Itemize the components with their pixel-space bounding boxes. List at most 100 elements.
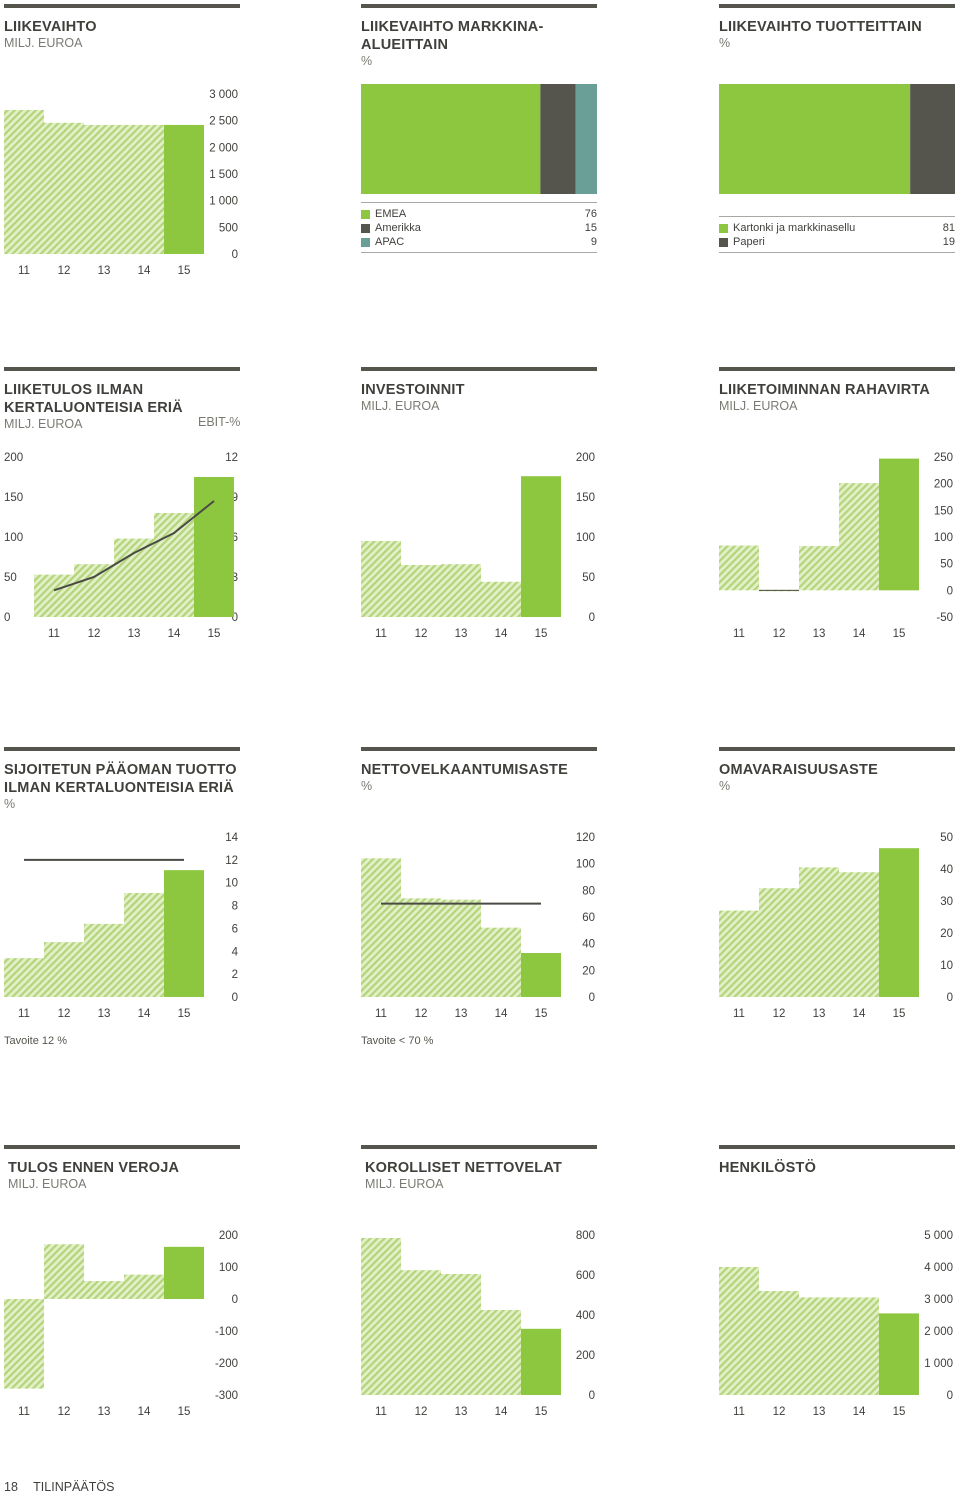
- top-rule: [361, 367, 597, 371]
- chart-title-line: LIIKETOIMINNAN RAHAVIRTA: [719, 382, 931, 398]
- chart-title-line: ILMAN KERTALUONTEISIA ERIÄ: [4, 780, 234, 796]
- chart-markkina-stack: [361, 84, 597, 194]
- x-tick-label: 11: [733, 628, 745, 640]
- x-tick-label: 14: [853, 628, 866, 640]
- x-tick-label: 13: [128, 628, 141, 640]
- chart-unit: %: [719, 779, 731, 793]
- bar: [361, 541, 401, 617]
- y-tick-label: -300: [215, 1390, 238, 1402]
- x-tick-label: 11: [733, 1406, 745, 1418]
- chart-title: NETTOVELKAANTUMISASTE: [361, 761, 601, 779]
- bar: [34, 574, 74, 617]
- x-tick-label: 15: [535, 628, 548, 640]
- stack-segment: [361, 84, 541, 194]
- y-tick-label: 1 000: [209, 196, 238, 208]
- bar: [441, 899, 481, 997]
- y-tick-label: 1 000: [924, 1358, 953, 1370]
- top-rule: [4, 747, 240, 751]
- bar: [441, 564, 481, 617]
- y-tick-label: -50: [936, 612, 953, 624]
- top-rule: [4, 4, 240, 8]
- x-tick-label: 13: [455, 1008, 468, 1020]
- x-tick-label: 15: [178, 1008, 191, 1020]
- legend-rule: [719, 252, 955, 253]
- y-tick-label-right: 12: [225, 452, 238, 464]
- x-tick-label: 15: [535, 1406, 548, 1418]
- chart-liikevaihto-markkina: LIIKEVAIHTO MARKKINA- ALUEITTAIN % EMEA …: [361, 4, 601, 253]
- y-tick-label: 150: [934, 505, 953, 517]
- y-tick-label: 4 000: [924, 1262, 953, 1274]
- chart-nettovelka-plot: 120 100 80 60 40 20 0 11 12 13 14 15: [361, 832, 595, 1020]
- legend-label: Paperi: [733, 236, 765, 248]
- top-rule: [361, 747, 597, 751]
- bar: [759, 1291, 799, 1395]
- y-tick-label: 200: [219, 1230, 238, 1242]
- y-tick-label: 0: [947, 992, 953, 1004]
- y-tick-label: 12: [225, 855, 238, 867]
- bar: [84, 1281, 124, 1299]
- chart-sijoitetun-plot: 14 12 10 8 6 4 2 0 11 12 13 14 15: [4, 832, 239, 1020]
- y-tick-label: 60: [582, 912, 595, 924]
- x-tick-label: 13: [813, 628, 826, 640]
- x-tick-label: 11: [375, 1406, 387, 1418]
- x-tick-label: 12: [415, 1008, 428, 1020]
- x-tick-label: 11: [48, 628, 60, 640]
- y-tick-label: 40: [940, 864, 953, 876]
- chart-title-line: KERTALUONTEISIA ERIÄ: [4, 400, 183, 416]
- bar: [44, 1244, 84, 1299]
- y-tick-label: 40: [582, 939, 595, 951]
- chart-title: LIIKETOIMINNAN RAHAVIRTA: [719, 381, 959, 399]
- x-tick-label: 13: [98, 1008, 111, 1020]
- top-rule: [4, 1145, 240, 1149]
- y-tick-label: 150: [576, 492, 595, 504]
- chart-tulos-ennen-veroja: TULOS ENNEN VEROJA MILJ. EUROA 200 100 0 -1…: [4, 1145, 244, 1418]
- bar: [164, 870, 204, 997]
- top-rule: [361, 4, 597, 8]
- y-tick-label: 100: [934, 532, 953, 544]
- chart-title-line: OMAVARAISUUSASTE: [719, 762, 878, 778]
- bar: [481, 581, 521, 617]
- x-tick-label: 14: [168, 628, 181, 640]
- x-tick-label: 12: [773, 628, 786, 640]
- x-tick-label: 11: [375, 628, 387, 640]
- y-tick-label: 50: [940, 559, 953, 571]
- legend-value: 9: [590, 236, 597, 248]
- x-tick-label: 14: [495, 1008, 508, 1020]
- x-tick-label: 14: [853, 1406, 866, 1418]
- chart-title-line: ALUEITTAIN: [361, 37, 449, 53]
- x-tick-label: 14: [495, 1406, 508, 1418]
- bar: [879, 458, 919, 591]
- bar: [799, 1297, 839, 1395]
- chart-unit: MILJ. EUROA: [8, 1177, 87, 1191]
- bar: [839, 1297, 879, 1395]
- chart-title: TULOS ENNEN VEROJA: [4, 1159, 244, 1177]
- chart-title-line: LIIKEVAIHTO: [4, 19, 97, 35]
- chart-liiketulos: LIIKETULOS ILMAN KERTALUONTEISIA ERIÄ MI…: [4, 367, 244, 640]
- chart-unit: %: [4, 797, 16, 811]
- x-tick-label: 15: [178, 265, 191, 277]
- chart-liikevaihto-plot: 3 000 2 500 2 000 1 500 1 000 500 0 11 12 13 14 15: [4, 89, 238, 277]
- x-tick-label: 13: [813, 1008, 826, 1020]
- y-tick-label: 100: [4, 532, 23, 544]
- chart-rahavirta-plot: 250 200 150 100 50 0 -50 11 12 13 14 15: [719, 452, 953, 640]
- top-rule: [719, 367, 955, 371]
- legend-item: Amerikka 15: [361, 221, 597, 235]
- bar: [799, 867, 839, 997]
- chart-title-line: SIJOITETUN PÄÄOMAN TUOTTO: [4, 762, 237, 778]
- bar: [441, 1274, 481, 1395]
- chart-liiketulos-plot: 200 150 100 50 0 12 9 6 3 0 11 12 13 14 15: [4, 452, 238, 640]
- y-tick-label: 0: [4, 612, 10, 624]
- y-tick-label-right: 9: [232, 492, 238, 504]
- chart-title: SIJOITETUN PÄÄOMAN TUOTTO ILMAN KERTALUO…: [4, 761, 244, 797]
- chart-unit-right: EBIT-%: [198, 415, 241, 429]
- y-tick-label: 10: [225, 878, 238, 890]
- x-tick-label: 12: [88, 628, 101, 640]
- stack-segment: [910, 84, 955, 194]
- ebit-line: [53, 500, 215, 592]
- chart-henkilosto: HENKILÖSTÖ 5 000 4 000 3 000 2 000 1 000 0 11 1…: [719, 1145, 959, 1418]
- x-tick-label: 13: [98, 1406, 111, 1418]
- chart-title-line: HENKILÖSTÖ: [719, 1160, 817, 1176]
- x-tick-label: 14: [495, 628, 508, 640]
- chart-title: LIIKETULOS ILMAN KERTALUONTEISIA ERIÄ: [4, 381, 244, 417]
- legend: Kartonki ja markkinasellu 81 Paperi 19: [719, 216, 955, 253]
